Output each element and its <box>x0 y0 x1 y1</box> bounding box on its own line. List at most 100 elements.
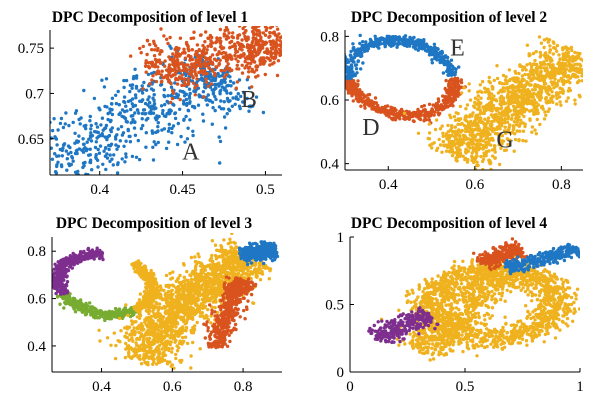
data-point <box>45 141 48 144</box>
data-point <box>431 103 435 107</box>
data-point <box>202 95 206 99</box>
data-point <box>346 65 350 70</box>
data-point <box>372 44 376 48</box>
data-point <box>474 151 479 155</box>
data-point <box>268 34 272 38</box>
data-point <box>262 62 266 66</box>
data-point <box>578 62 582 67</box>
data-point <box>145 52 149 57</box>
data-point <box>485 129 489 133</box>
data-point <box>359 67 363 71</box>
data-point <box>197 48 201 52</box>
data-point <box>469 140 473 145</box>
data-point <box>120 114 124 119</box>
data-point <box>173 116 178 121</box>
data-point <box>588 81 591 84</box>
data-point <box>532 106 536 110</box>
data-point <box>571 54 575 59</box>
data-point <box>117 103 122 107</box>
data-point <box>153 48 157 52</box>
data-point <box>481 157 486 162</box>
data-point <box>219 80 223 84</box>
data-point <box>226 36 231 40</box>
data-point <box>213 48 217 52</box>
data-point <box>247 48 251 53</box>
data-point <box>165 99 169 104</box>
data-point <box>562 57 567 62</box>
data-point <box>262 58 266 63</box>
data-point <box>489 123 493 127</box>
data-point <box>441 71 446 75</box>
data-point <box>117 316 122 321</box>
data-point <box>152 98 156 103</box>
data-point <box>566 79 570 83</box>
data-point <box>515 120 520 124</box>
data-point <box>456 82 460 87</box>
data-point <box>169 85 174 89</box>
data-point <box>169 81 173 86</box>
data-point <box>98 144 103 148</box>
data-point <box>56 160 60 164</box>
data-point <box>234 86 238 90</box>
data-point <box>587 74 590 77</box>
data-point <box>562 67 567 72</box>
data-point <box>459 91 464 95</box>
data-point <box>573 58 577 62</box>
data-point <box>566 96 570 100</box>
data-point <box>39 164 42 167</box>
data-point <box>88 114 93 119</box>
data-point <box>169 46 173 50</box>
data-point <box>479 96 483 100</box>
data-point <box>539 105 544 110</box>
data-point <box>68 292 72 296</box>
data-point <box>132 126 137 130</box>
plot-area: 0.4 0.6 0.80.40.60.8 ED G <box>320 29 597 193</box>
data-point <box>467 144 471 148</box>
data-point <box>487 104 491 108</box>
data-point <box>55 264 59 269</box>
data-point <box>387 42 391 46</box>
data-point <box>457 65 461 69</box>
data-point <box>573 98 577 102</box>
data-point <box>507 68 512 72</box>
data-point <box>379 42 383 46</box>
data-point <box>213 73 217 78</box>
data-point <box>594 83 597 86</box>
data-point <box>476 103 480 107</box>
data-point <box>116 144 121 149</box>
data-point <box>167 122 171 127</box>
data-point <box>45 159 48 162</box>
data-point <box>207 66 211 70</box>
data-point <box>175 82 180 86</box>
data-point <box>234 57 238 61</box>
data-point <box>586 60 589 63</box>
data-point <box>268 63 272 67</box>
data-point <box>160 111 165 116</box>
data-point <box>254 75 258 79</box>
data-point <box>501 139 506 143</box>
data-point <box>180 61 184 65</box>
data-point <box>555 49 559 53</box>
data-point <box>180 83 184 88</box>
data-point <box>196 103 201 107</box>
data-point <box>548 62 552 67</box>
data-point <box>465 160 470 164</box>
data-point <box>509 90 514 94</box>
data-point <box>484 154 488 158</box>
data-point <box>166 74 170 78</box>
data-point <box>483 117 487 121</box>
data-point <box>65 168 69 172</box>
data-point <box>140 99 144 104</box>
data-point <box>96 147 100 152</box>
data-point <box>278 39 282 43</box>
data-point <box>225 58 230 62</box>
data-point <box>558 90 562 95</box>
data-point <box>86 246 91 251</box>
data-point <box>219 99 223 103</box>
data-point <box>138 46 142 51</box>
data-point <box>554 93 558 98</box>
data-point <box>222 115 227 119</box>
data-point <box>441 134 445 138</box>
data-point <box>402 117 406 121</box>
data-point <box>195 55 200 59</box>
